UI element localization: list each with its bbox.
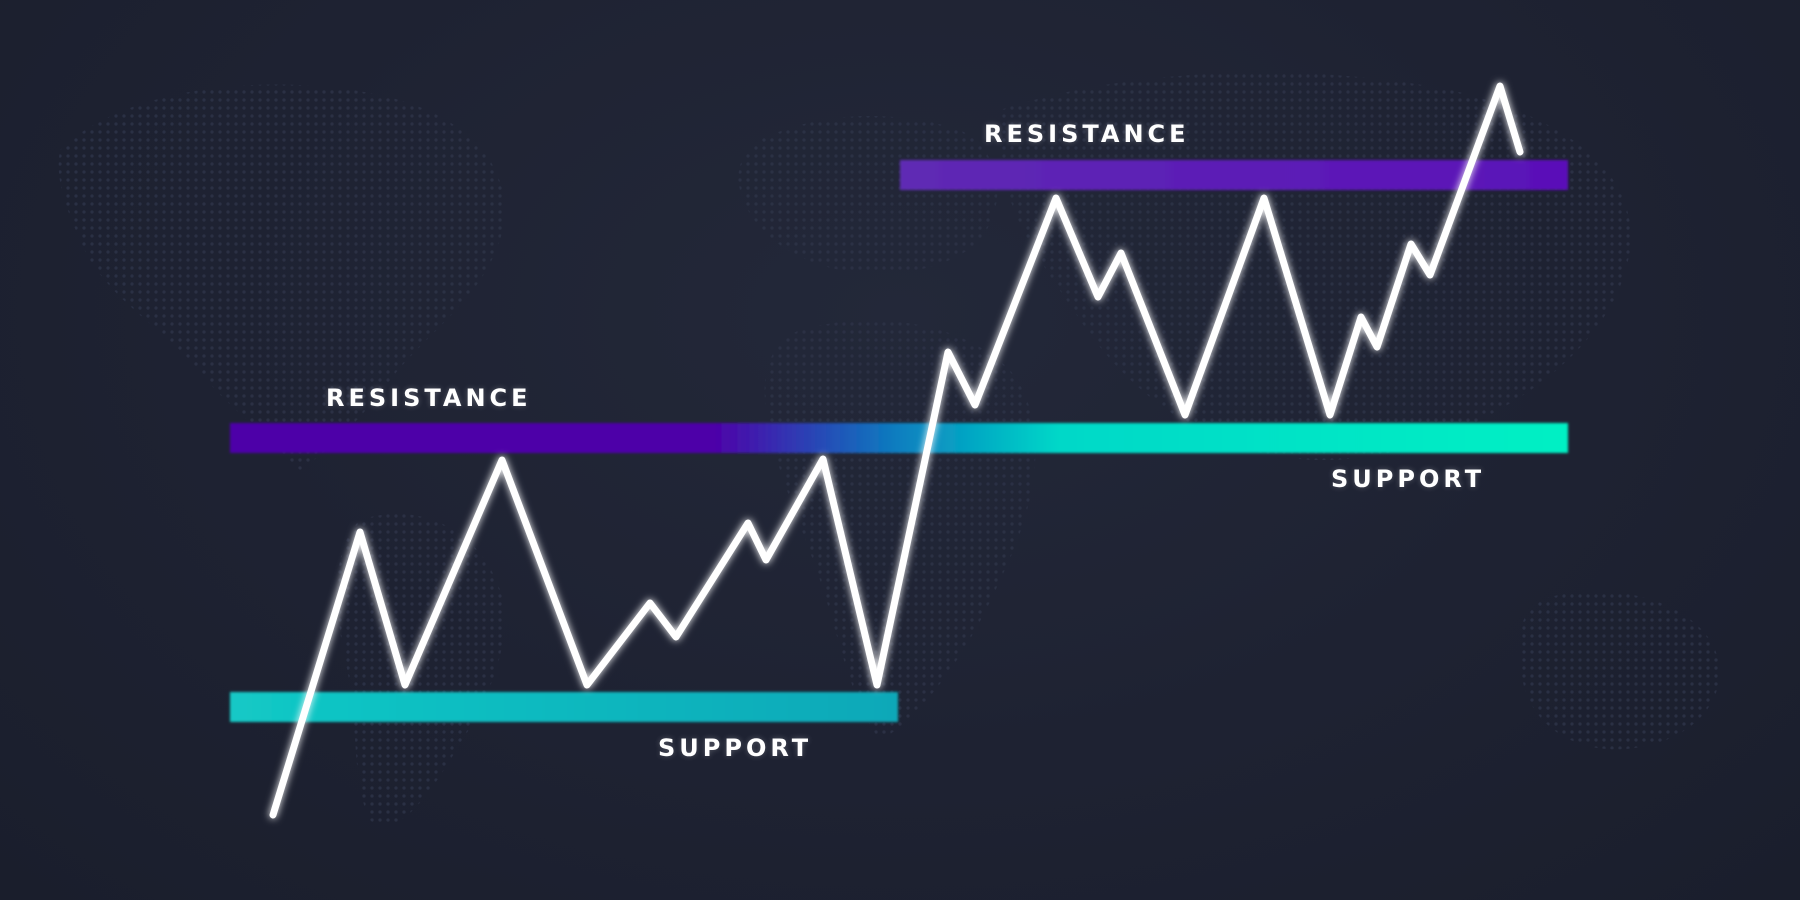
map-continent-africa — [764, 320, 1036, 740]
resistance-label-right: RESISTANCE — [984, 120, 1190, 148]
price-line — [269, 82, 1524, 819]
map-continent-europe — [738, 116, 998, 274]
support-bar-left — [230, 692, 898, 722]
map-continent-south-america — [337, 513, 505, 827]
levels — [230, 160, 1568, 722]
price-line-group — [269, 82, 1524, 819]
resistance-support-flip-bar — [230, 423, 1568, 453]
map-continent-north-america — [58, 84, 505, 470]
map-continent-australia — [1518, 591, 1720, 750]
support-label-left: SUPPORT — [658, 734, 813, 762]
resistance-bar-right — [900, 160, 1568, 190]
resistance-label-left: RESISTANCE — [326, 384, 532, 412]
support-label-right: SUPPORT — [1331, 465, 1486, 493]
